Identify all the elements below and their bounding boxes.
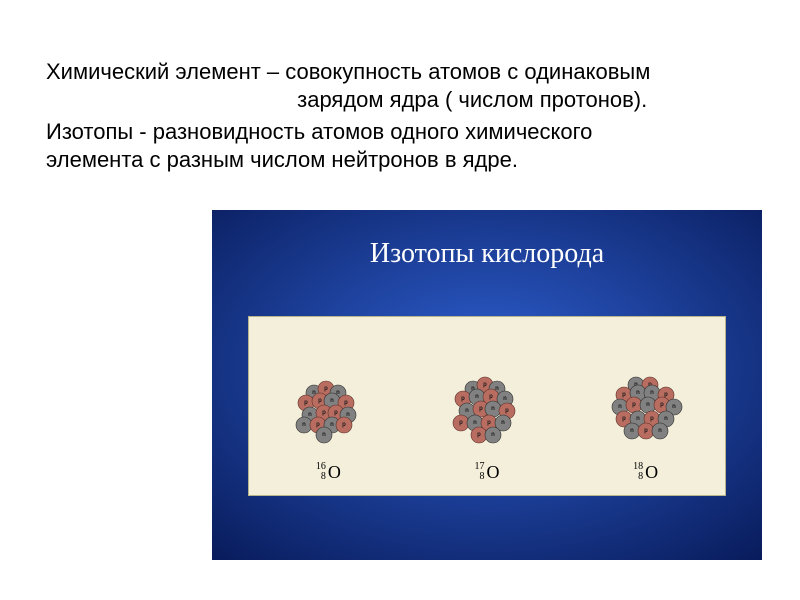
- element-symbol: O: [486, 462, 499, 483]
- atomic-number: 8: [638, 472, 643, 483]
- isotope-label: 168O: [316, 462, 341, 483]
- svg-text:n: n: [346, 412, 350, 418]
- svg-text:n: n: [503, 396, 507, 402]
- atomic-number: 8: [479, 472, 484, 483]
- svg-text:n: n: [322, 432, 326, 438]
- svg-text:p: p: [334, 410, 338, 416]
- definition-text: Химический элемент – совокупность атомов…: [46, 58, 716, 113]
- definition-line1: Химический элемент – совокупность атомов…: [46, 59, 650, 84]
- nucleus-diagram: npnppnpnppnnpnpn: [276, 349, 380, 453]
- nucleus-diagram: nppnnpnpnpnpnpnnpn: [594, 349, 698, 453]
- isotope-panel: Изотопы кислорода npnppnpnppnnpnpnnpnpnp…: [212, 210, 762, 560]
- svg-text:p: p: [632, 402, 636, 408]
- svg-text:p: p: [483, 382, 487, 388]
- svg-text:n: n: [618, 404, 622, 410]
- svg-text:p: p: [479, 406, 483, 412]
- element-symbol: O: [328, 462, 341, 483]
- svg-text:p: p: [622, 416, 626, 422]
- svg-text:n: n: [664, 416, 668, 422]
- svg-text:n: n: [308, 412, 312, 418]
- nucleus-diagram: npnpnpnnpnppnpnpn: [435, 349, 539, 453]
- svg-text:n: n: [501, 420, 505, 426]
- svg-text:p: p: [650, 416, 654, 422]
- isotope-label: 178O: [474, 462, 499, 483]
- svg-text:p: p: [322, 410, 326, 416]
- svg-text:n: n: [636, 390, 640, 396]
- element-symbol: O: [645, 462, 658, 483]
- svg-text:p: p: [344, 400, 348, 406]
- svg-text:p: p: [342, 422, 346, 428]
- svg-text:p: p: [660, 402, 664, 408]
- isotope-chart: npnppnpnppnnpnpnnpnpnpnnpnppnpnpnnppnnpn…: [248, 316, 726, 496]
- svg-text:n: n: [491, 406, 495, 412]
- svg-text:n: n: [330, 422, 334, 428]
- svg-text:n: n: [475, 394, 479, 400]
- isotope-definition-text: Изотопы - разновидность атомов одного хи…: [46, 118, 606, 173]
- svg-text:p: p: [477, 432, 481, 438]
- svg-text:p: p: [644, 428, 648, 434]
- svg-text:p: p: [318, 398, 322, 404]
- svg-text:n: n: [630, 428, 634, 434]
- isotope-labels-row: 168O 178O 188O: [249, 453, 725, 491]
- svg-text:n: n: [672, 404, 676, 410]
- svg-text:p: p: [489, 394, 493, 400]
- nuclei-row: npnppnpnppnnpnpnnpnpnpnnpnppnpnpnnppnnpn…: [249, 317, 725, 453]
- svg-text:p: p: [622, 392, 626, 398]
- svg-text:p: p: [304, 400, 308, 406]
- svg-text:n: n: [636, 416, 640, 422]
- svg-text:n: n: [650, 390, 654, 396]
- slide: Химический элемент – совокупность атомов…: [0, 0, 800, 600]
- svg-text:n: n: [465, 408, 469, 414]
- svg-text:p: p: [505, 408, 509, 414]
- svg-text:p: p: [487, 420, 491, 426]
- svg-text:n: n: [646, 402, 650, 408]
- svg-text:n: n: [658, 428, 662, 434]
- svg-text:n: n: [302, 422, 306, 428]
- svg-text:p: p: [316, 422, 320, 428]
- svg-text:n: n: [473, 420, 477, 426]
- svg-text:p: p: [461, 396, 465, 402]
- svg-text:n: n: [330, 398, 334, 404]
- isotope-label: 188O: [633, 462, 658, 483]
- svg-text:p: p: [324, 386, 328, 392]
- panel-title: Изотопы кислорода: [212, 238, 762, 270]
- definition-line2: зарядом ядра ( числом протонов).: [297, 87, 647, 112]
- svg-text:p: p: [664, 392, 668, 398]
- svg-text:p: p: [459, 420, 463, 426]
- atomic-number: 8: [321, 472, 326, 483]
- svg-text:n: n: [491, 432, 495, 438]
